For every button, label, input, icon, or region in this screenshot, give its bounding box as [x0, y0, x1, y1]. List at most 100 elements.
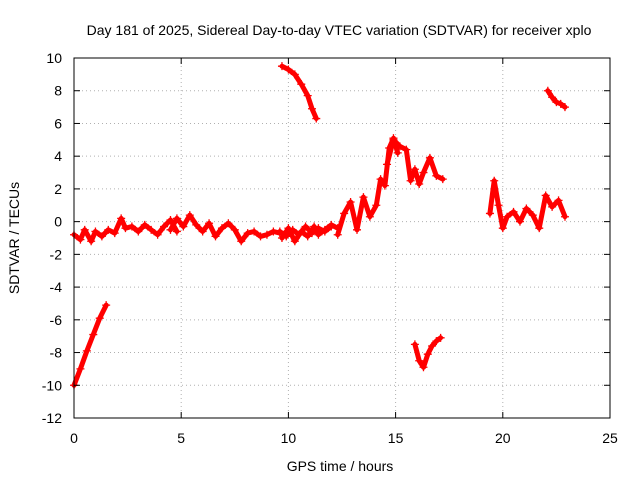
y-tick-label: -10	[42, 377, 62, 393]
data-point	[548, 202, 557, 211]
series-seg-late-top	[543, 86, 569, 112]
y-tick-label: -8	[50, 345, 63, 361]
data-point	[160, 222, 169, 231]
x-axis-title: GPS time / hours	[287, 458, 394, 474]
x-tick-label: 10	[281, 430, 297, 446]
y-tick-label: -2	[50, 246, 63, 262]
data-point	[560, 212, 569, 221]
data-point	[560, 103, 569, 112]
data-point	[277, 234, 286, 242]
data-point	[97, 232, 106, 241]
data-point	[415, 180, 424, 188]
data-point	[256, 232, 265, 241]
data-point	[91, 227, 100, 236]
data-point	[515, 217, 524, 226]
x-tick-label: 0	[70, 430, 78, 446]
data-point	[224, 219, 233, 228]
data-point	[543, 86, 552, 95]
data-point	[82, 346, 91, 355]
data-point	[314, 230, 323, 239]
data-point	[237, 237, 246, 246]
data-point	[121, 224, 130, 233]
data-point	[503, 212, 512, 221]
data-point	[485, 209, 494, 218]
data-point	[147, 225, 156, 234]
data-point	[102, 301, 111, 310]
y-tick-label: -4	[50, 279, 63, 295]
data-point	[297, 80, 306, 89]
data-point	[359, 193, 368, 202]
data-point	[425, 153, 434, 162]
data-point	[172, 227, 181, 236]
data-point	[419, 168, 428, 177]
plot-frame	[73, 57, 611, 419]
y-tick-label: 6	[54, 115, 62, 131]
chart-title: Day 181 of 2025, Sidereal Day-to-day VTE…	[87, 22, 592, 38]
data-point	[376, 175, 385, 184]
series-trace	[279, 222, 341, 244]
data-point	[87, 237, 96, 246]
data-point	[327, 220, 336, 229]
data-point	[230, 225, 239, 234]
data-point	[205, 219, 214, 228]
data-point	[402, 145, 411, 154]
data-point	[410, 340, 419, 349]
data-point	[340, 209, 349, 218]
data-point	[320, 225, 329, 234]
data-point	[95, 314, 104, 323]
data-point	[140, 220, 149, 229]
data-point	[410, 165, 419, 174]
data-point	[389, 135, 398, 144]
data-point	[528, 211, 537, 220]
data-point	[153, 230, 162, 239]
data-point	[262, 230, 271, 239]
data-point	[541, 191, 550, 200]
data-point	[423, 350, 432, 359]
y-tick-label: 2	[54, 181, 62, 197]
data-point	[134, 227, 143, 236]
data-point	[393, 148, 402, 157]
data-point	[509, 207, 518, 216]
series-seg-late-cluster	[485, 176, 569, 233]
x-tick-label: 25	[602, 430, 618, 446]
data-point	[380, 181, 389, 190]
data-point	[290, 70, 299, 79]
x-tick-label: 20	[495, 430, 511, 446]
data-point	[365, 212, 374, 221]
data-point	[498, 224, 507, 233]
data-point	[110, 229, 119, 238]
data-point	[333, 230, 342, 239]
y-tick-label: 4	[54, 148, 62, 164]
data-point	[535, 224, 544, 233]
data-point	[432, 171, 441, 180]
data-point	[166, 225, 175, 234]
data-point	[192, 220, 201, 229]
data-point	[552, 98, 561, 107]
data-point	[303, 232, 312, 241]
y-tick-label: 10	[46, 50, 62, 66]
data-point	[556, 99, 565, 108]
series-trace	[71, 302, 109, 388]
data-point	[301, 222, 310, 231]
y-tick-label: -6	[50, 312, 63, 328]
data-point	[436, 333, 445, 342]
data-point	[383, 160, 392, 169]
data-point	[76, 235, 85, 244]
data-point	[346, 198, 355, 206]
y-tick-label: 8	[54, 83, 62, 99]
axis-ticks	[73, 57, 611, 419]
data-point	[185, 211, 194, 220]
data-point	[277, 62, 286, 71]
data-point	[284, 224, 293, 233]
data-point	[312, 114, 321, 123]
data-point	[80, 225, 89, 234]
data-point	[290, 237, 299, 246]
data-point	[127, 222, 136, 231]
axis-tick-labels: 0 5 10 15 20 25 -12 -10 -8 -6 -4 -2 0 2 4 6 8 10	[42, 50, 618, 446]
data-point	[548, 93, 557, 102]
x-tick-label: 15	[388, 430, 404, 446]
data-point	[284, 65, 293, 74]
data-point	[415, 356, 424, 365]
